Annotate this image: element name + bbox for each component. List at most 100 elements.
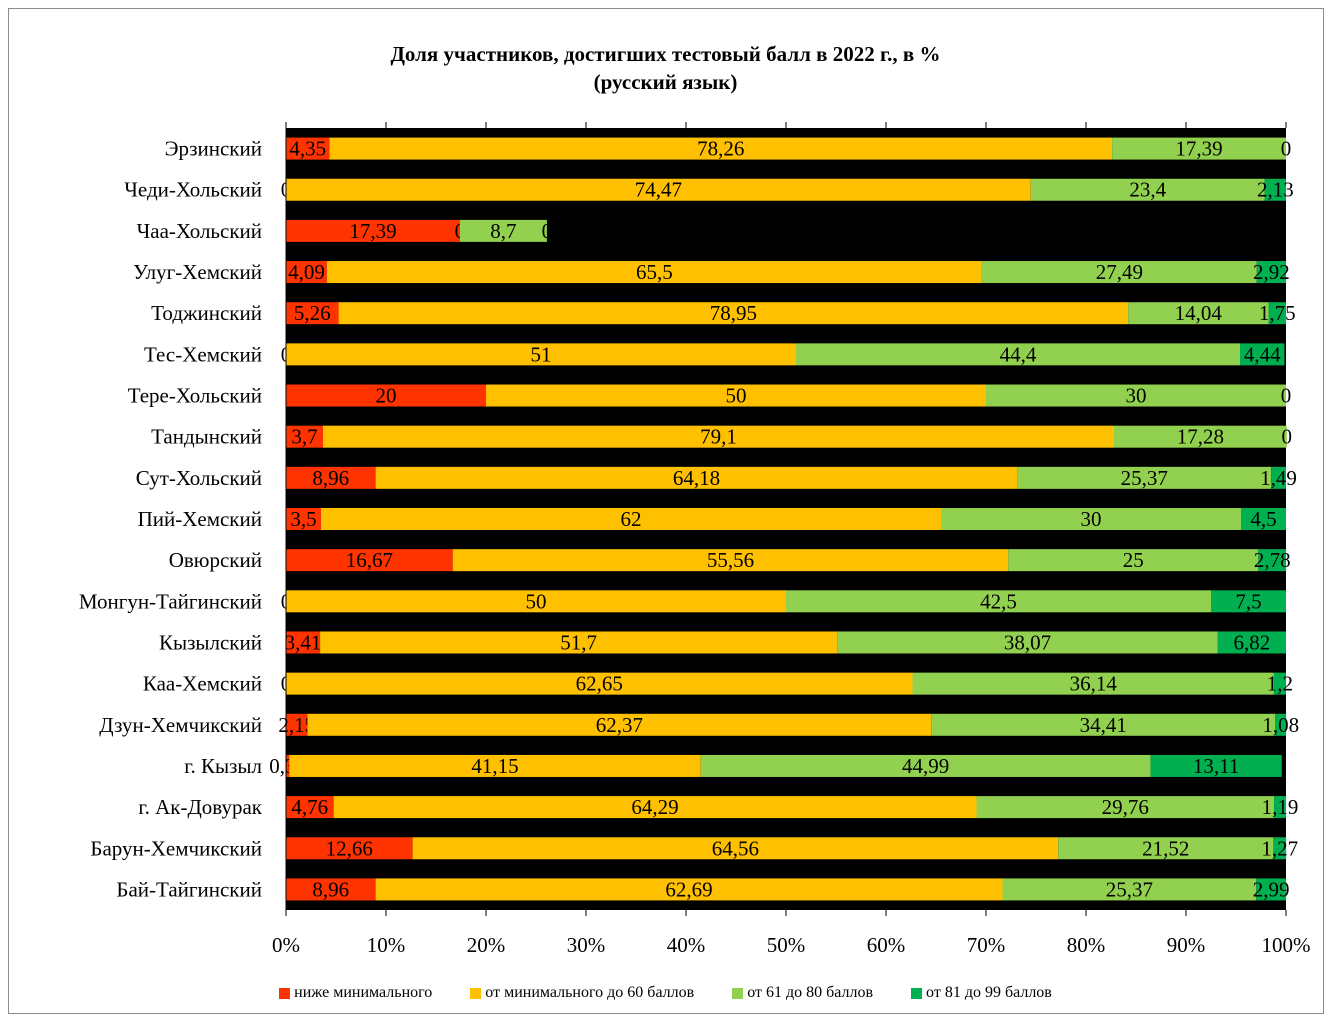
x-tick-label: 20% [467,933,506,957]
data-label: 79,1 [700,425,737,449]
data-label: 0 [1281,384,1292,408]
data-label: 51,7 [560,630,597,654]
data-label: 4,76 [291,795,328,819]
data-label: 44,4 [1000,342,1037,366]
data-label: 7,5 [1235,589,1261,613]
data-label: 25,37 [1121,466,1168,490]
data-label: 4,5 [1250,507,1276,531]
data-label: 62,37 [596,713,643,737]
bar-segment [786,590,1211,613]
bar-segment [333,796,977,819]
bar-segment [286,425,323,448]
data-label: 8,7 [490,219,516,243]
data-label: 36,14 [1070,672,1118,696]
bar-segment [1258,549,1287,572]
legend-label: от минимального до 60 баллов [485,984,695,1001]
category-label: Пий-Хемский [138,507,262,531]
bar-segment [1114,425,1287,448]
category-label: г. Кызыл [184,754,262,778]
bar-segment [338,302,1129,325]
bar-segment [452,549,1009,572]
bar-segment [796,343,1240,366]
data-label: 16,67 [346,548,393,572]
data-label: 78,26 [697,137,744,161]
chart-title-block: Доля участников, достигших тестовый балл… [0,40,1331,96]
data-label: 30 [1081,507,1102,531]
data-label: 2,92 [1253,260,1290,284]
bar-segment [981,261,1257,284]
legend-item: ниже минимального [279,984,432,1002]
category-label: Кызылский [159,630,262,654]
bar-segment [286,754,290,777]
category-label: Эрзинский [165,137,262,161]
data-label: 0 [542,219,553,243]
data-label: 1,19 [1262,795,1299,819]
data-label: 64,18 [673,466,720,490]
data-label: 2,78 [1254,548,1291,572]
bar-segment [1240,343,1285,366]
bar-segment [321,508,941,530]
bar-segment [286,466,376,489]
category-label: Сут-Хольский [136,466,262,490]
bar-segment [286,219,460,242]
data-label: 62,69 [665,877,712,901]
data-label: 34,41 [1080,713,1127,737]
data-label: 1,08 [1262,713,1299,737]
data-label: 25 [1123,548,1144,572]
legend-item: от 61 до 80 баллов [732,984,873,1002]
bar-segment [1128,302,1269,325]
data-label: 0 [1281,137,1292,161]
chart-title: Доля участников, достигших тестовый балл… [390,42,941,66]
bar-segment [307,713,932,736]
data-label: 30 [1126,384,1147,408]
bar-segment [286,343,796,366]
bar-segment [286,796,334,819]
bar-segment [286,590,786,613]
bar-segment [837,631,1218,654]
data-label: 50 [726,384,747,408]
data-label: 51 [531,342,552,366]
bar-segment [286,178,1031,201]
bar-segment [1256,261,1286,284]
data-label: 2,13 [1257,178,1294,202]
data-label: 78,95 [710,301,757,325]
data-label: 65,5 [636,260,673,284]
bar-segment [1273,837,1287,860]
bar-segment [941,508,1241,530]
data-label: 21,52 [1142,836,1189,860]
bar-segment [1017,466,1272,489]
bar-segment [1268,302,1286,325]
bar-segment [286,261,327,284]
bar-segment [1273,672,1286,695]
data-label: 27,49 [1096,260,1143,284]
x-tick-label: 80% [1067,933,1106,957]
data-label: 62 [621,507,642,531]
bar-segment [1275,713,1287,736]
data-label: 41,15 [471,754,518,778]
data-label: 12,66 [326,836,373,860]
data-label: 38,07 [1004,630,1051,654]
data-label: 2,99 [1253,877,1290,901]
legend-label: от 81 до 99 баллов [926,984,1052,1001]
bar-segment [286,878,376,901]
data-label: 17,39 [1175,137,1222,161]
category-label: Тере-Хольский [128,384,262,408]
bar-segment [912,672,1274,695]
data-label: 42,5 [980,589,1017,613]
bar-segment [986,384,1286,407]
data-label: 13,11 [1193,754,1239,778]
bar-segment [1274,796,1286,819]
data-label: 8,96 [312,877,349,901]
bar-segment [286,837,413,860]
data-label: 62,65 [576,672,623,696]
x-tick-label: 0% [272,933,300,957]
data-label: 14,04 [1175,301,1223,325]
bar-segment [286,549,453,572]
bar-segment [1217,631,1286,654]
bar-segment [486,384,986,407]
data-label: 17,28 [1177,425,1224,449]
chart-legend: ниже минимального от минимального до 60 б… [0,984,1331,1002]
bar-segment [412,837,1059,860]
bar-segment [329,137,1113,160]
